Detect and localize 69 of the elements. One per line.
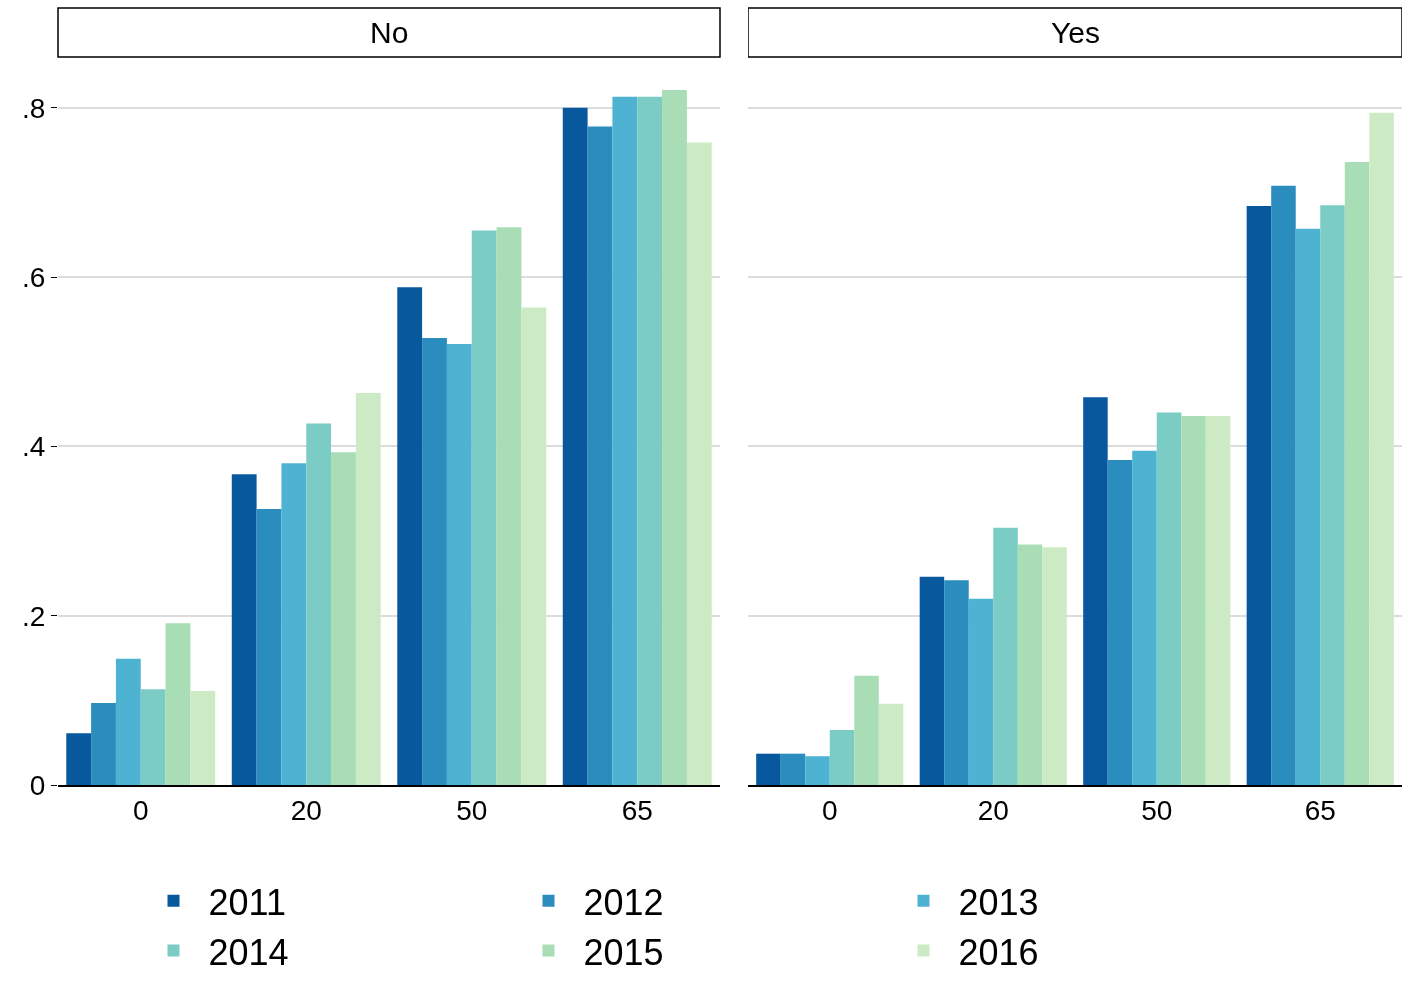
bar: [422, 338, 447, 785]
legend-label: 2011: [208, 881, 286, 923]
bar: [446, 343, 472, 785]
bar: [662, 90, 687, 785]
bar: [91, 702, 116, 785]
bar: [1246, 205, 1272, 785]
bar: [1042, 547, 1067, 785]
bar: [829, 729, 855, 785]
bar: [1083, 397, 1108, 785]
x-tick-label: 0: [821, 795, 838, 827]
legend-label: 2012: [583, 881, 664, 923]
x-tick-label: 20: [977, 795, 1009, 827]
bar: [140, 689, 166, 785]
bar: [471, 230, 497, 785]
bar: [637, 96, 663, 785]
bar: [1156, 412, 1182, 785]
bar: [993, 527, 1018, 785]
bar: [1320, 205, 1345, 785]
x-tick-label: 0: [132, 795, 149, 827]
bar: [686, 142, 712, 785]
chart-title: Yes: [1051, 16, 1100, 49]
bar: [115, 658, 141, 785]
bar: [397, 287, 423, 785]
x-tick-label: 50: [1141, 795, 1173, 827]
bar: [562, 107, 588, 785]
bar: [281, 463, 307, 785]
y-tick-label: .6: [22, 261, 46, 293]
legend-label: 2015: [583, 931, 664, 973]
bar: [1017, 544, 1043, 785]
bar: [878, 703, 904, 785]
bar: [190, 691, 216, 785]
bar: [1271, 185, 1296, 785]
y-tick-label: .4: [22, 431, 46, 463]
bar: [256, 509, 282, 785]
chart-title: No: [370, 16, 409, 49]
x-tick-label: 65: [1304, 795, 1336, 827]
bar: [1132, 450, 1157, 785]
bar: [756, 753, 781, 785]
y-tick-label: .2: [22, 600, 46, 632]
bar: [587, 126, 613, 785]
bar: [919, 576, 945, 785]
bar: [1344, 161, 1370, 785]
bar: [165, 623, 191, 785]
bar: [306, 423, 332, 785]
bar: [944, 580, 969, 785]
bar: [780, 753, 806, 785]
bar: [854, 675, 879, 785]
bar: [496, 227, 522, 785]
bar: [331, 452, 356, 785]
bar: [1107, 459, 1133, 785]
x-tick-label: 20: [290, 795, 322, 827]
y-tick-label: .8: [22, 92, 46, 124]
bar: [805, 756, 830, 785]
legend-label: 2016: [958, 931, 1039, 973]
bar: [1181, 415, 1206, 785]
bar: [66, 733, 92, 785]
bar: [355, 393, 381, 785]
bar: [968, 598, 994, 785]
legend-label: 2013: [958, 881, 1039, 923]
legend-label: 2014: [208, 931, 289, 973]
bar: [521, 307, 547, 785]
y-tick-label: 0: [29, 769, 46, 801]
bar: [231, 474, 257, 785]
bar: [1295, 228, 1321, 785]
x-tick-label: 65: [621, 795, 653, 827]
bar: [1205, 415, 1231, 785]
bar: [612, 96, 638, 785]
x-tick-label: 50: [456, 795, 488, 827]
bar: [1369, 112, 1394, 785]
